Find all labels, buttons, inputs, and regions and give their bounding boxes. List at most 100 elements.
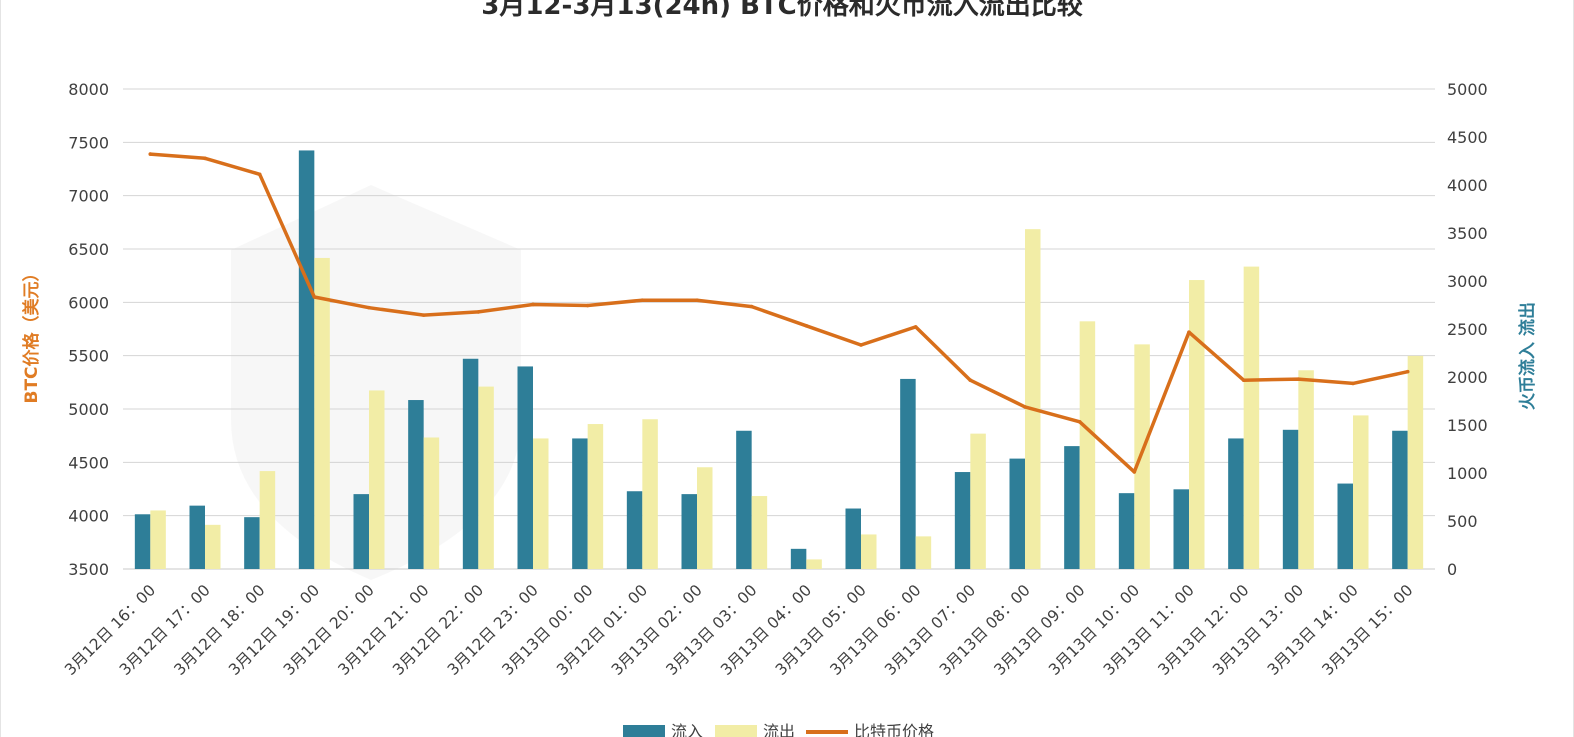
- bar-inflow: [1064, 446, 1080, 569]
- left-tick-label: 7500: [68, 133, 109, 152]
- bar-inflow: [681, 494, 697, 569]
- legend-label-outflow: 流出: [763, 722, 795, 737]
- price-point: [1351, 381, 1355, 386]
- price-point: [1187, 330, 1191, 335]
- bar-inflow: [462, 358, 479, 569]
- price-point: [1241, 378, 1246, 383]
- price-point: [367, 305, 371, 310]
- right-tick-label: 0: [1447, 560, 1457, 579]
- right-tick-label: 4000: [1447, 176, 1488, 195]
- right-tick-label: 500: [1447, 512, 1478, 531]
- price-point: [695, 298, 699, 303]
- price-point: [312, 295, 317, 299]
- left-tick-label: 6000: [68, 293, 109, 312]
- bar-inflow: [408, 400, 424, 569]
- price-point: [1405, 369, 1410, 374]
- bar-outflow: [1407, 355, 1424, 569]
- bar-outflow: [642, 419, 658, 569]
- bar-outflow: [1298, 370, 1314, 569]
- bar-inflow: [626, 491, 643, 569]
- bar-inflow: [134, 514, 151, 569]
- bar-outflow: [1243, 266, 1260, 569]
- bar-outflow: [806, 559, 822, 569]
- chart-title: 3月12-3月13(24h) BTC价格和火币流入流出比较: [481, 0, 1082, 21]
- legend-swatch-outflow: [715, 725, 757, 737]
- right-axis-ticks: 0 500 1000 1500 2000 2500 3000 3500 4000 4500 5000: [1447, 80, 1488, 579]
- bar-outflow: [587, 424, 604, 569]
- bar-inflow: [189, 505, 205, 569]
- bar-outflow: [697, 467, 713, 569]
- bar-outflow: [1079, 321, 1096, 569]
- right-axis-label: 火币流入 流出: [1517, 302, 1538, 410]
- bar-inflow: [845, 508, 861, 569]
- price-line: [148, 152, 1410, 474]
- legend-swatch-inflow: [623, 725, 665, 737]
- bar-inflow: [1282, 429, 1299, 569]
- bar-outflow: [1189, 280, 1205, 569]
- bar-outflow: [205, 524, 221, 569]
- bar-outflow: [478, 386, 494, 569]
- price-point: [913, 325, 918, 329]
- price-point: [804, 324, 809, 328]
- price-point: [585, 303, 590, 308]
- bar-inflow: [298, 150, 315, 569]
- price-point: [749, 304, 754, 309]
- right-tick-label: 2500: [1447, 320, 1488, 339]
- left-tick-label: 3500: [68, 560, 109, 579]
- right-tick-label: 4500: [1447, 128, 1488, 147]
- price-point: [1023, 405, 1027, 409]
- bar-outflow: [1025, 229, 1041, 569]
- right-tick-label: 1000: [1447, 464, 1488, 483]
- price-point: [148, 152, 153, 156]
- bar-inflow: [1228, 438, 1244, 569]
- left-tick-label: 4500: [68, 453, 109, 472]
- x-tick-label: 3月12日 16：00: [61, 581, 159, 679]
- bar-inflow: [1118, 493, 1135, 569]
- bar-inflow: [1173, 489, 1189, 569]
- bar-outflow: [259, 471, 276, 569]
- left-tick-label: 6500: [68, 240, 109, 259]
- bar-inflow: [572, 438, 588, 569]
- price-point: [1077, 420, 1082, 424]
- price-point: [1296, 377, 1301, 381]
- bar-outflow: [915, 536, 932, 569]
- legend: 流入 流出 比特币价格: [623, 722, 934, 737]
- bar-inflow: [790, 548, 807, 569]
- left-tick-label: 4000: [68, 507, 109, 526]
- bar-inflow: [244, 517, 260, 569]
- bar-outflow: [533, 438, 549, 569]
- left-axis-ticks: 3500 4000 4500 5000 5500 6000 6500 7000 7500 8000: [68, 80, 109, 579]
- price-point: [1132, 470, 1137, 474]
- left-axis-label: BTC价格（美元）: [21, 264, 42, 403]
- bar-inflow: [517, 366, 533, 569]
- right-tick-label: 3000: [1447, 272, 1488, 291]
- price-point: [859, 343, 863, 347]
- legend-label-price: 比特币价格: [854, 722, 934, 737]
- bar-outflow: [970, 433, 986, 569]
- bar-inflow: [353, 494, 369, 569]
- legend-label-inflow: 流入: [671, 722, 703, 737]
- right-tick-label: 3500: [1447, 224, 1488, 243]
- bar-inflow: [1392, 430, 1408, 569]
- bar-series: [134, 150, 1424, 569]
- left-tick-label: 7000: [68, 187, 109, 206]
- price-line-series: [148, 152, 1410, 474]
- bar-outflow: [150, 510, 166, 569]
- bar-outflow: [314, 257, 330, 569]
- bar-inflow: [954, 472, 971, 569]
- left-tick-label: 8000: [68, 80, 109, 99]
- right-tick-label: 5000: [1447, 80, 1488, 99]
- bar-inflow: [1009, 458, 1025, 569]
- price-point: [476, 310, 481, 314]
- price-point: [640, 298, 645, 303]
- price-point: [257, 172, 262, 177]
- price-point: [421, 313, 426, 317]
- price-point: [531, 302, 535, 307]
- left-tick-label: 5500: [68, 347, 109, 366]
- bar-outflow: [423, 437, 440, 569]
- right-tick-label: 2000: [1447, 368, 1488, 387]
- price-point: [203, 156, 207, 161]
